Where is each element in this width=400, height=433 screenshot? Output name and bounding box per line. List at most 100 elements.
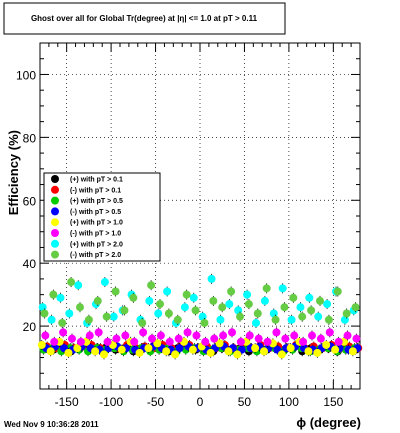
legend-label-2: (+) with pT > 0.5 (70, 198, 123, 205)
data-point (182, 290, 191, 299)
data-point (322, 340, 331, 349)
x-tick-labels: -150 -100 -50 0 50 100 150 (55, 395, 344, 409)
data-point (138, 318, 147, 327)
data-point (100, 350, 108, 359)
data-point (47, 315, 56, 324)
data-point (243, 290, 252, 299)
data-point (323, 300, 332, 309)
data-point (260, 296, 269, 305)
data-point (236, 312, 244, 321)
data-point (324, 315, 333, 324)
data-point (74, 281, 83, 290)
data-point (40, 309, 49, 318)
data-point (331, 345, 340, 354)
data-point (130, 337, 139, 346)
series-7 (40, 277, 360, 328)
y-tick-label-2: 60 (23, 194, 37, 208)
data-point (219, 331, 228, 340)
data-point (305, 293, 314, 302)
data-point (215, 339, 224, 348)
data-point (175, 344, 184, 353)
series-5 (41, 327, 361, 347)
data-point (252, 318, 260, 327)
data-point (298, 312, 307, 321)
data-point (348, 347, 357, 356)
data-point (233, 350, 242, 359)
data-point (46, 347, 55, 356)
chart-title: Ghost over all for Global Tr(degree) at … (31, 14, 258, 23)
x-tick-label-4: 50 (238, 395, 252, 409)
data-point (188, 345, 197, 354)
legend-label-6: (+) with pT > 2.0 (70, 241, 123, 248)
data-point (290, 331, 299, 340)
data-point (112, 334, 121, 343)
data-point (260, 347, 268, 356)
data-point (334, 337, 343, 346)
data-point (227, 287, 236, 296)
data-point (351, 303, 360, 312)
data-point (299, 337, 308, 346)
legend-marker-2 (51, 196, 59, 205)
data-point (93, 296, 102, 305)
data-points (37, 273, 363, 360)
data-point (207, 274, 216, 283)
data-point (289, 293, 298, 302)
x-tick-label-6: 150 (323, 395, 343, 409)
data-point (342, 309, 351, 318)
legend-label-4: (+) with pT > 1.0 (70, 220, 123, 227)
data-point (102, 312, 111, 321)
data-point (73, 344, 82, 353)
legend-label-7: (-) with pT > 2.0 (70, 252, 121, 259)
data-point (304, 347, 313, 356)
data-point (129, 293, 138, 302)
data-point (58, 318, 67, 327)
legend-label-1: (-) with pT > 0.1 (70, 187, 121, 194)
data-point (325, 328, 334, 337)
data-point (210, 334, 219, 343)
data-point (287, 315, 296, 324)
data-point (278, 284, 287, 293)
data-point (56, 293, 65, 302)
data-point (65, 309, 74, 318)
x-tick-label-5: 100 (279, 395, 299, 409)
data-point (180, 303, 189, 312)
data-point (100, 278, 109, 287)
legend-marker-3 (51, 207, 59, 216)
data-point (145, 296, 154, 305)
data-point (162, 347, 171, 356)
data-point (236, 337, 245, 346)
data-point (85, 331, 94, 340)
data-point (228, 328, 236, 337)
data-point (352, 334, 361, 343)
legend-marker-1 (51, 185, 59, 194)
data-point (218, 303, 227, 312)
data-point (147, 281, 156, 290)
data-point (84, 315, 93, 324)
data-point (117, 345, 126, 354)
data-point (251, 344, 260, 353)
data-point (272, 328, 281, 337)
data-point (120, 306, 129, 315)
data-point (333, 287, 342, 296)
data-point (156, 300, 164, 309)
data-point (144, 344, 153, 353)
data-point (271, 315, 280, 324)
data-point (183, 328, 192, 337)
data-point (254, 334, 263, 343)
data-point (308, 331, 316, 340)
data-point (91, 347, 100, 356)
data-point (189, 293, 198, 302)
data-point (171, 350, 180, 359)
data-point (174, 334, 183, 343)
x-tick-label-3: 0 (197, 395, 204, 409)
data-point (296, 303, 305, 312)
title-box (3, 2, 286, 35)
data-point (154, 309, 163, 318)
data-point (281, 334, 290, 343)
timestamp: Wed Nov 9 10:36:28 2011 (4, 420, 99, 429)
data-point (121, 331, 130, 340)
data-point (37, 340, 46, 349)
legend-box (43, 172, 161, 262)
data-point (216, 315, 225, 324)
